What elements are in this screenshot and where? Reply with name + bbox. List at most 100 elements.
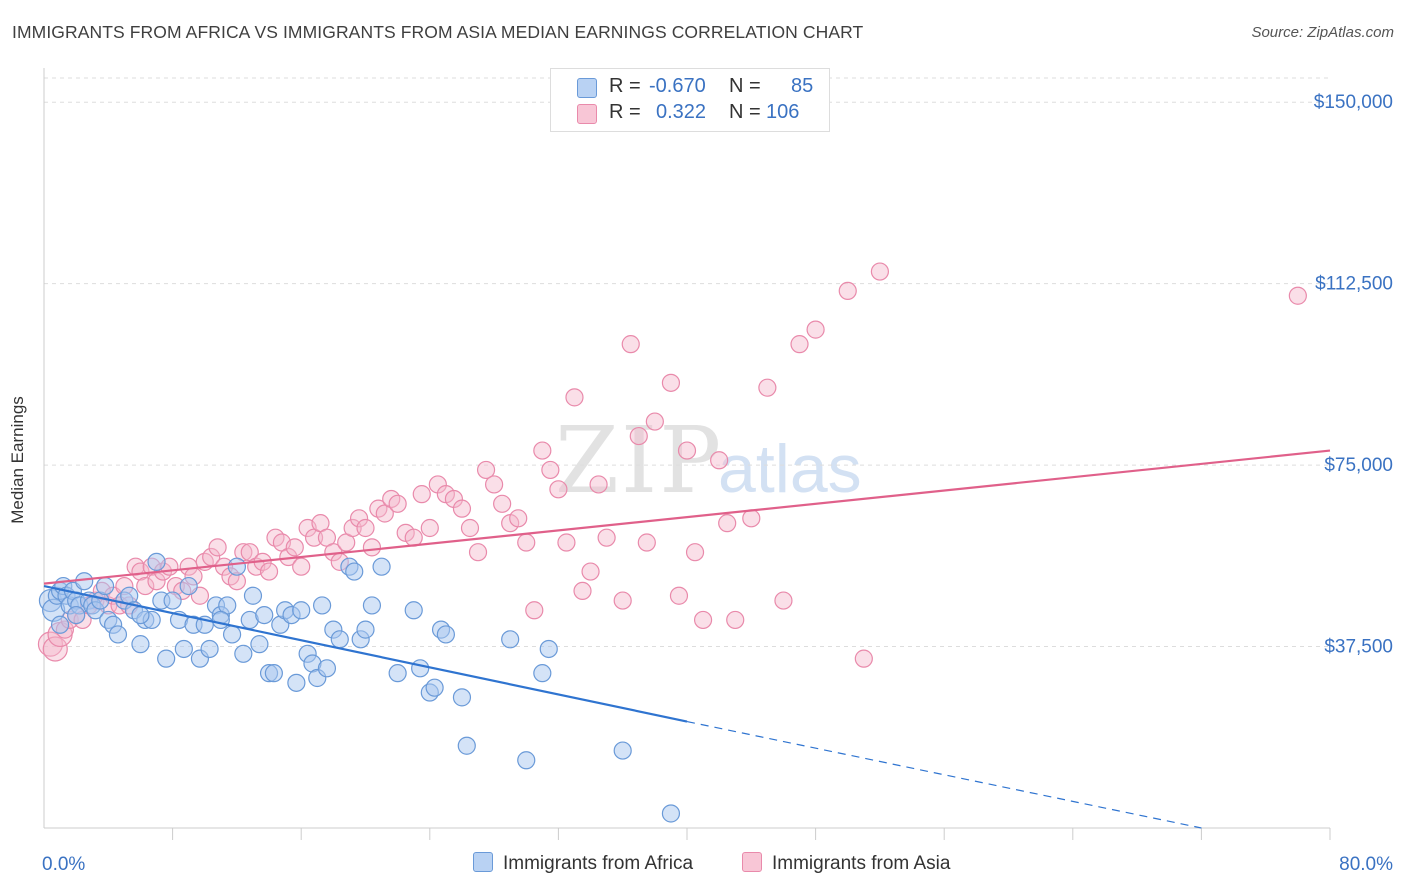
africa-point — [457, 736, 476, 755]
asia-point — [349, 509, 369, 528]
asia-point — [468, 543, 488, 562]
africa-point — [250, 635, 269, 654]
africa-point — [517, 751, 536, 770]
asia-point — [343, 518, 362, 538]
legend-asia-swatch — [742, 852, 762, 872]
africa-points — [38, 552, 681, 823]
legend-africa-swatch — [473, 852, 493, 872]
asia-point — [838, 281, 857, 301]
asia-points — [37, 262, 1307, 668]
africa-point — [227, 557, 246, 576]
africa-point — [539, 639, 558, 659]
africa-n-value: 85 — [791, 75, 814, 97]
asia-point — [557, 533, 576, 552]
africa-point — [163, 591, 182, 610]
africa-swatch — [577, 78, 597, 98]
asia-point — [420, 518, 439, 538]
asia-point — [685, 543, 705, 562]
asia-point — [806, 320, 825, 339]
africa-point — [234, 644, 253, 663]
africa-n-label: N = — [729, 75, 761, 97]
africa-point — [425, 678, 444, 697]
africa-point — [147, 552, 166, 571]
africa-point — [345, 562, 364, 581]
x-tick-label-max: 80.0% — [1339, 854, 1393, 875]
africa-point — [411, 659, 430, 678]
asia-point — [710, 451, 729, 470]
asia-r-value: 0.322 — [656, 101, 707, 123]
asia-point — [259, 562, 279, 581]
y-tick-label: $150,000 — [1314, 92, 1393, 113]
africa-point — [362, 596, 382, 615]
africa-point — [388, 664, 407, 683]
africa-point — [501, 630, 520, 649]
africa-point — [174, 639, 193, 659]
africa-point — [436, 625, 455, 644]
asia-point — [854, 649, 873, 668]
legend-item-asia: Immigrants from Asia — [742, 852, 950, 875]
legend-row-asia: R = 0.322 N = 106 — [551, 101, 829, 127]
africa-point — [330, 630, 349, 649]
africa-point — [404, 601, 423, 620]
asia-point — [42, 636, 68, 662]
asia-point — [356, 518, 375, 538]
axes — [43, 68, 1331, 840]
asia-point — [541, 460, 560, 480]
source-credit: Source: ZipAtlas.com — [1251, 24, 1394, 41]
asia-n-value: 106 — [766, 101, 800, 123]
africa-point — [356, 620, 375, 639]
asia-point — [549, 480, 568, 499]
y-tick-label: $112,500 — [1315, 274, 1393, 295]
asia-point — [718, 514, 737, 533]
africa-point — [50, 615, 70, 634]
x-tick-label-min: 0.0% — [42, 854, 85, 875]
africa-point — [255, 605, 274, 625]
africa-point — [287, 673, 306, 692]
asia-point — [870, 262, 890, 281]
africa-point — [211, 610, 230, 630]
africa-point — [317, 659, 337, 678]
asia-point — [589, 475, 608, 494]
asia-point — [412, 485, 431, 504]
asia-point — [404, 528, 423, 547]
asia-point — [758, 378, 777, 397]
asia-point — [621, 335, 640, 354]
asia-point — [645, 412, 664, 431]
asia-swatch — [577, 104, 597, 124]
asia-point — [597, 528, 616, 547]
asia-point — [726, 610, 745, 630]
y-tick-label: $37,500 — [1324, 637, 1393, 658]
asia-point — [292, 557, 311, 576]
africa-r-label: R = — [609, 75, 641, 97]
asia-point — [362, 538, 382, 557]
africa-trend-line — [43, 584, 688, 723]
asia-point — [525, 601, 544, 620]
africa-point — [264, 664, 283, 683]
asia-point — [476, 460, 496, 480]
asia-point — [565, 388, 584, 407]
asia-point — [693, 610, 713, 630]
watermark-atlas: atlas — [718, 431, 862, 507]
asia-point — [131, 562, 150, 581]
africa-point — [222, 625, 242, 644]
asia-point — [581, 562, 600, 581]
africa-point — [157, 649, 176, 668]
africa-point — [312, 596, 332, 615]
africa-point — [452, 688, 472, 707]
correlation-legend: R = -0.670 N = 85 R = 0.322 N = 106 — [550, 68, 830, 132]
asia-point — [509, 509, 528, 528]
asia-point — [452, 499, 472, 518]
africa-point — [108, 625, 128, 644]
asia-point — [661, 373, 681, 392]
asia-point — [460, 518, 480, 538]
y-tick-label: $75,000 — [1324, 455, 1393, 476]
chart-title: IMMIGRANTS FROM AFRICA VS IMMIGRANTS FRO… — [12, 22, 864, 42]
asia-point — [669, 586, 689, 605]
asia-n-label: N = — [729, 101, 761, 123]
africa-point — [292, 601, 311, 620]
asia-point — [208, 538, 227, 557]
watermark-zip: ZIP — [555, 407, 723, 514]
asia-point — [742, 509, 761, 528]
watermark: ZIP atlas — [555, 407, 862, 514]
